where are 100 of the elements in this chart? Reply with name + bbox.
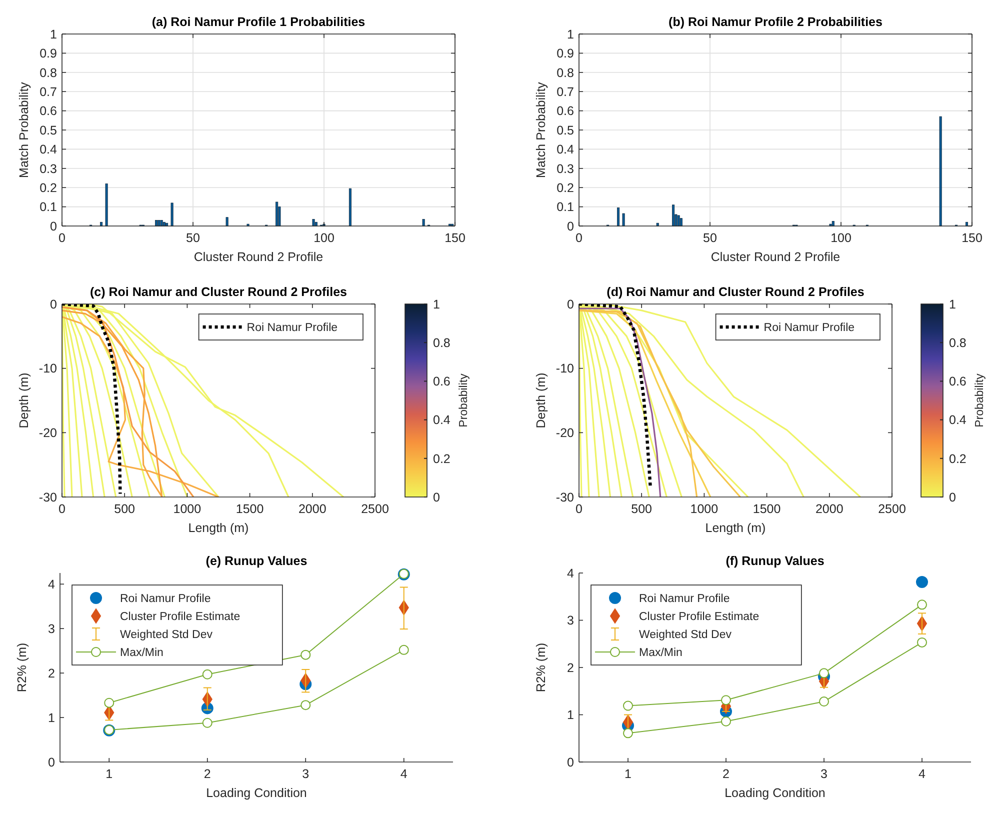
x-axis-title: Cluster Round 2 Profile <box>194 250 324 264</box>
y-tick-label: -30 <box>556 490 574 504</box>
legend-label: Roi Namur Profile <box>246 322 338 334</box>
legend-label: Cluster Profile Estimate <box>120 611 240 624</box>
y-tick-label: 0.3 <box>556 162 574 176</box>
y-axis-title: Depth (m) <box>534 372 548 428</box>
x-tick-label: 0 <box>576 231 583 245</box>
x-tick-label: 0 <box>58 231 66 245</box>
legend-label: Roi Namur Profile <box>120 593 211 606</box>
y-tick-label: 0.5 <box>40 123 58 138</box>
y-tick-label: 0.7 <box>40 84 58 99</box>
y-tick-label: 0.9 <box>40 46 58 61</box>
chart-title: (c) Roi Namur and Cluster Round 2 Profiles <box>90 285 348 299</box>
y-tick-label: 0.1 <box>40 200 58 214</box>
x-tick-label: 4 <box>400 767 408 781</box>
x-tick-label: 1 <box>106 767 113 781</box>
x-tick-label: 100 <box>830 231 852 245</box>
x-tick-label: 1500 <box>236 502 264 516</box>
x-tick-label: 1 <box>624 767 632 781</box>
color-bar-label: 0.4 <box>433 413 450 428</box>
color-bar-label: 0.6 <box>433 374 450 389</box>
x-axis-title: Cluster Round 2 Profile <box>710 250 840 264</box>
legend-label: Roi Namur Profile <box>764 322 855 334</box>
y-tick-label: 2 <box>567 660 574 675</box>
y-tick-label: 4 <box>48 577 56 592</box>
x-tick-label: 2 <box>722 767 730 781</box>
chart-title: (d) Roi Namur and Cluster Round 2 Profiles <box>606 285 864 299</box>
y-tick-label: 3 <box>48 622 56 636</box>
color-bar-label: 0.8 <box>433 336 450 350</box>
x-tick-label: 4 <box>918 767 926 781</box>
x-tick-label: 0 <box>576 502 583 516</box>
legend-label: Roi Namur Profile <box>639 593 730 606</box>
y-tick-label: 0 <box>50 219 58 234</box>
y-tick-label: 0.6 <box>556 104 574 118</box>
y-tick-label: 4 <box>567 566 574 580</box>
y-tick-label: 0 <box>50 297 58 312</box>
x-tick-label: 50 <box>703 231 717 245</box>
y-axis-title: R2% (m) <box>15 642 29 692</box>
x-axis-title: Length (m) <box>705 521 766 535</box>
y-tick-label: 0.8 <box>556 66 574 80</box>
x-tick-label: 2000 <box>815 502 844 516</box>
x-tick-label: 50 <box>186 231 200 245</box>
legend-label: Weighted Std Dev <box>120 629 213 642</box>
x-tick-label: 1500 <box>752 502 781 516</box>
y-tick-label: 0.1 <box>556 200 574 214</box>
y-axis-title: Match Probability <box>534 81 548 178</box>
y-tick-label: 0.9 <box>556 46 574 61</box>
x-tick-label: 500 <box>114 502 136 516</box>
y-tick-label: 0.4 <box>556 142 574 157</box>
chart-title: (a) Roi Namur Profile 1 Probabilities <box>152 15 366 29</box>
chart-title: (e) Runup Values <box>206 554 308 568</box>
y-tick-label: 1 <box>567 27 574 42</box>
y-tick-label: 1 <box>48 710 56 725</box>
color-bar-label: 1 <box>433 297 440 312</box>
color-bar-label: 0.8 <box>949 336 966 350</box>
y-tick-label: 2 <box>48 666 56 680</box>
y-tick-label: -20 <box>38 426 58 440</box>
color-bar-title: Probability <box>974 373 986 428</box>
x-axis-title: Loading Condition <box>206 786 307 800</box>
y-axis-title: Depth (m) <box>17 372 31 428</box>
legend-label: Cluster Profile Estimate <box>639 611 760 624</box>
legend-label: Max/Min <box>120 647 164 660</box>
color-bar-label: 0 <box>433 490 440 504</box>
x-axis-title: Length (m) <box>188 521 249 535</box>
y-tick-label: -20 <box>556 426 574 440</box>
x-tick-label: 500 <box>631 502 652 516</box>
color-bar-label: 0.6 <box>949 374 966 389</box>
chart-title: (f) Runup Values <box>726 554 824 568</box>
y-tick-label: 1 <box>50 27 58 42</box>
y-tick-label: -10 <box>556 362 574 376</box>
color-bar-label: 0.4 <box>949 413 966 428</box>
y-axis-title: R2% (m) <box>534 642 548 692</box>
x-tick-label: 1000 <box>690 502 718 516</box>
y-tick-label: 3 <box>567 614 574 628</box>
y-tick-label: 0 <box>567 219 574 234</box>
y-tick-label: 0 <box>48 755 56 770</box>
y-tick-label: 1 <box>567 708 574 722</box>
x-tick-label: 0 <box>58 502 66 516</box>
y-tick-label: 0.3 <box>40 162 58 176</box>
x-tick-label: 150 <box>962 231 982 245</box>
y-tick-label: 0 <box>567 297 574 312</box>
color-bar-label: 0.2 <box>949 452 966 466</box>
x-tick-label: 3 <box>302 767 310 781</box>
x-tick-label: 2000 <box>298 502 326 516</box>
x-tick-label: 100 <box>314 231 334 245</box>
color-bar-label: 0.2 <box>433 452 450 466</box>
y-tick-label: -30 <box>38 490 58 504</box>
y-axis-title: Match Probability <box>17 81 31 178</box>
y-tick-label: 0.2 <box>40 180 58 195</box>
legend-label: Max/Min <box>639 647 682 660</box>
x-tick-label: 2500 <box>878 502 906 516</box>
chart-title: (b) Roi Namur Profile 2 Probabilities <box>668 15 882 29</box>
y-tick-label: 0.8 <box>40 66 58 80</box>
x-tick-label: 2 <box>204 767 211 781</box>
color-bar-label: 0 <box>949 490 956 504</box>
y-tick-label: 0.4 <box>40 142 58 157</box>
y-tick-label: 0 <box>567 755 574 770</box>
x-tick-label: 2500 <box>361 502 389 516</box>
legend-label: Weighted Std Dev <box>639 629 732 642</box>
y-tick-label: -10 <box>38 362 58 376</box>
